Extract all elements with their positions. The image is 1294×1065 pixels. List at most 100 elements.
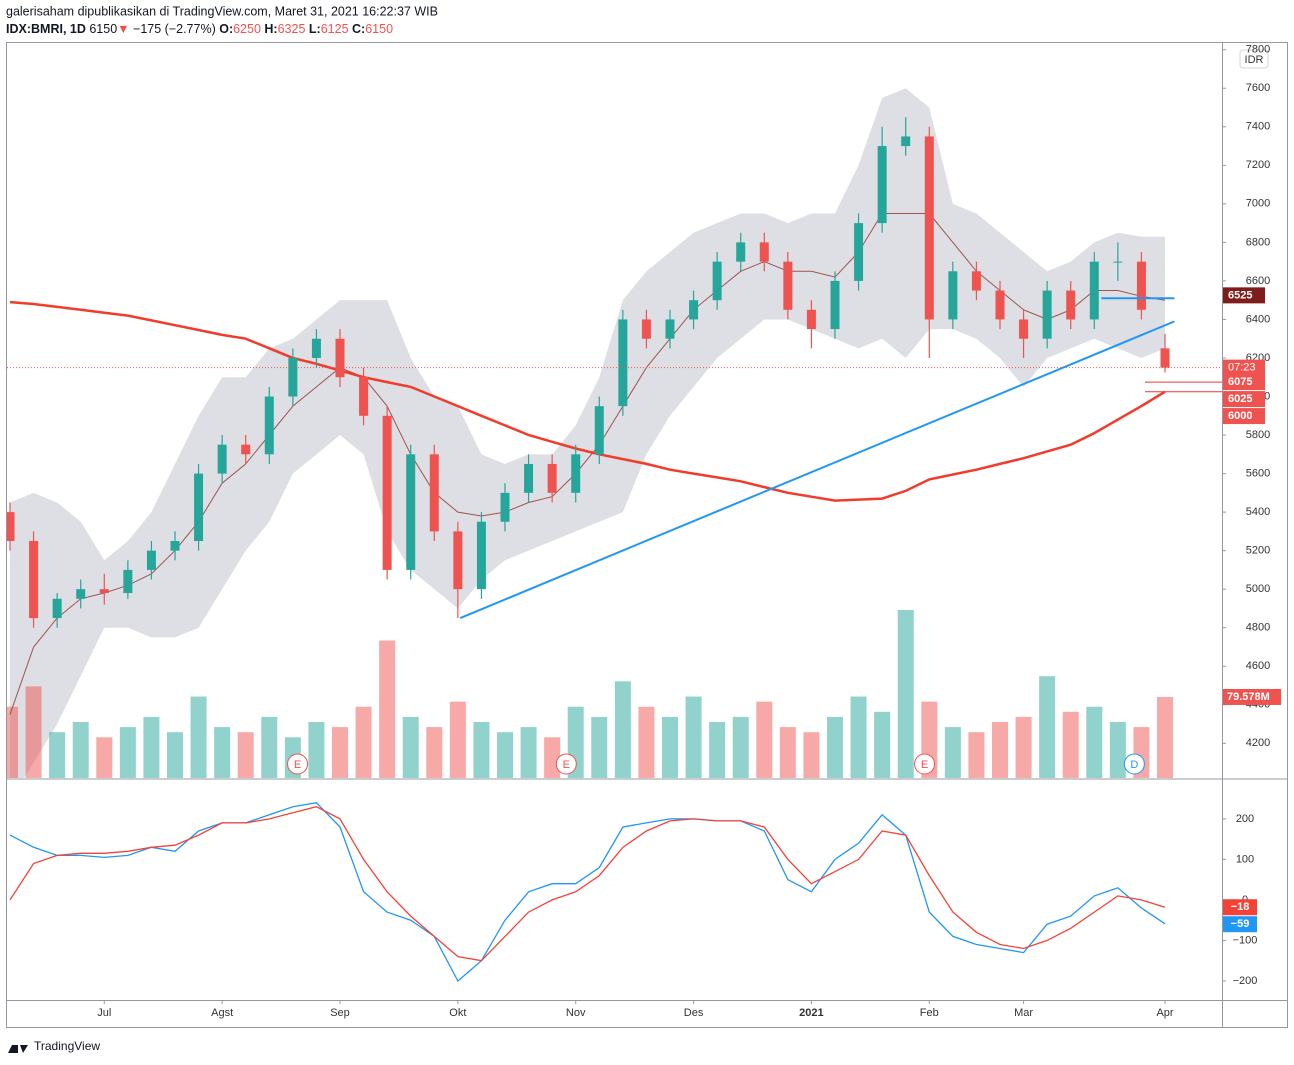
volume-bar [1086, 706, 1103, 778]
macd-tick-label: 200 [1236, 813, 1254, 825]
frame [6, 42, 1288, 1028]
volume-bar [237, 732, 254, 778]
volume-bar [1015, 716, 1032, 778]
axes: 4200440046004800500052005400560058006000… [97, 44, 1281, 1019]
volume-bar [614, 681, 631, 778]
event-label: D [1130, 759, 1138, 771]
volume-bar [732, 716, 749, 778]
macd-pane [9, 802, 1166, 983]
candle-body [877, 146, 887, 224]
event-label: E [563, 759, 570, 771]
macd-line [9, 806, 1166, 962]
arrow: ▼ [117, 22, 129, 36]
l-value: 6125 [321, 22, 349, 36]
candle-body [453, 531, 463, 590]
y-tick-label: 4600 [1246, 660, 1270, 672]
macd-label: −18 [1231, 901, 1250, 913]
o-key: O: [219, 22, 233, 36]
candle-body [1136, 261, 1146, 310]
o-value: 6250 [233, 22, 261, 36]
candle-body [382, 415, 392, 570]
volume-bar [1039, 676, 1056, 778]
volume-bar [1109, 722, 1126, 778]
volume-label-box [1223, 688, 1281, 705]
macd-tick-label: 100 [1236, 853, 1254, 865]
volume-bar [685, 696, 702, 778]
volume-bar [167, 732, 183, 778]
c-value: 6150 [365, 22, 393, 36]
volume-bar [638, 706, 655, 778]
price-label: 6075 [1228, 376, 1252, 388]
price-label: 6000 [1228, 410, 1252, 422]
event-marker [1123, 753, 1145, 775]
candle-body [335, 338, 345, 378]
y-tick-label: 7200 [1246, 159, 1270, 171]
y-tick-label: 5000 [1246, 583, 1270, 595]
x-tick-label: Apr [1156, 1007, 1173, 1019]
candle-body [7, 512, 15, 542]
x-tick-label: Agst [211, 1007, 233, 1019]
logo-text: TradingView [34, 1039, 100, 1053]
candle-body [476, 521, 486, 590]
bollinger-band [10, 88, 1165, 778]
currency-box [1239, 49, 1269, 69]
event-label: E [921, 759, 928, 771]
volume-bar [332, 727, 348, 778]
volume-bar [7, 706, 18, 778]
l-key: L: [309, 22, 321, 36]
price-label: 6525 [1228, 289, 1252, 301]
volume-bar [355, 706, 372, 778]
candle-body [99, 589, 109, 594]
volume-bar [756, 701, 773, 778]
candle-body [995, 290, 1005, 320]
candle-body [241, 444, 251, 455]
h-value: 6325 [278, 22, 306, 36]
candle-body [194, 473, 204, 542]
price-label-box [1223, 374, 1265, 391]
volume-bar [779, 727, 796, 778]
volume-bar [402, 716, 419, 778]
macd-tick-label: −200 [1233, 975, 1258, 987]
symbol: IDX:BMRI, 1D [6, 22, 86, 36]
ma200 [9, 300, 1166, 502]
volume-bar [190, 696, 207, 778]
candle-body [146, 550, 156, 570]
y-tick-label: 5800 [1246, 429, 1270, 441]
volume-bar [1062, 711, 1079, 778]
macd-label: −59 [1231, 918, 1250, 930]
candle-body [971, 271, 981, 291]
volume-bar [662, 716, 678, 778]
candle-body [948, 271, 958, 320]
macd-label-box [1223, 899, 1257, 916]
change: −175 (−2.77%) [133, 22, 216, 36]
candle-body [854, 223, 864, 281]
macd-line [9, 802, 1166, 983]
candle-body [76, 589, 86, 599]
candle-body [783, 261, 793, 310]
x-tick-label: Okt [449, 1007, 466, 1019]
volume-bar [992, 722, 1008, 778]
volume-bar [261, 716, 278, 778]
candle-body [52, 598, 62, 619]
x-tick-label: Des [684, 1007, 704, 1019]
y-tick-label: 7000 [1246, 198, 1270, 210]
y-tick-label: 4200 [1246, 737, 1270, 749]
volume-bar [591, 716, 608, 778]
volume-bar [968, 732, 985, 778]
volume-bar [449, 701, 466, 778]
candle-body [571, 454, 581, 493]
candle-body [689, 300, 699, 320]
volume-bar [25, 686, 42, 778]
candle-body [547, 463, 557, 493]
x-tick-label: Nov [566, 1007, 586, 1019]
candle-body [170, 541, 180, 551]
y-tick-label: 5600 [1246, 467, 1270, 479]
volume-bar [850, 696, 867, 778]
candle-body [29, 541, 39, 619]
price-label: 6025 [1228, 393, 1252, 405]
volume-bar [897, 610, 914, 778]
candle-body [712, 261, 722, 301]
header: galerisaham dipublikasikan di TradingVie… [6, 4, 438, 18]
candle-body [500, 492, 510, 522]
